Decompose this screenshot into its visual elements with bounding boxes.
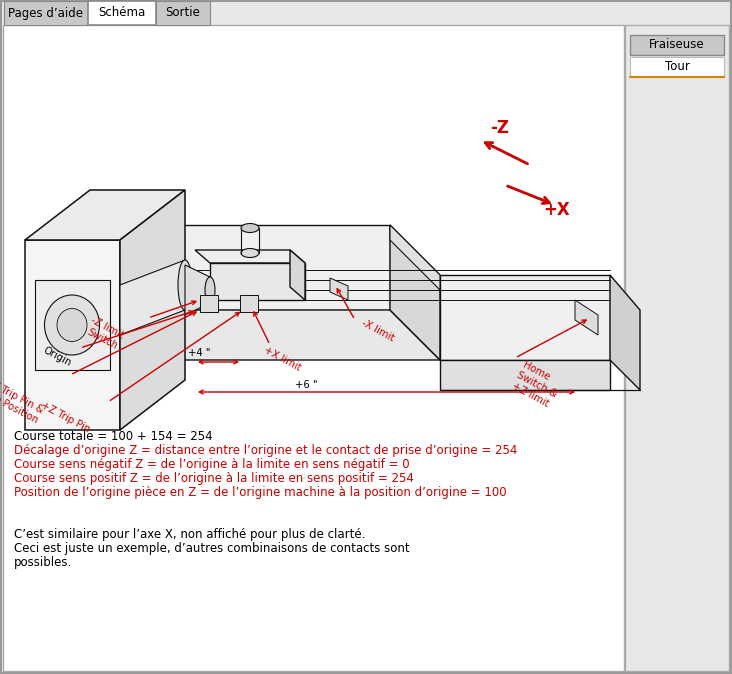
Ellipse shape bbox=[178, 260, 192, 310]
Text: Décalage d’origine Z = distance entre l’origine et le contact de prise d’origine: Décalage d’origine Z = distance entre l’… bbox=[14, 444, 518, 457]
Polygon shape bbox=[55, 225, 390, 310]
Polygon shape bbox=[625, 25, 729, 671]
Bar bbox=[156, 1, 210, 25]
Text: -Z: -Z bbox=[490, 119, 509, 137]
Polygon shape bbox=[195, 250, 305, 263]
Polygon shape bbox=[25, 190, 185, 240]
Text: +Z Trip Pin: +Z Trip Pin bbox=[40, 400, 92, 434]
Polygon shape bbox=[390, 225, 440, 290]
Ellipse shape bbox=[241, 224, 259, 233]
Polygon shape bbox=[440, 275, 610, 360]
Polygon shape bbox=[240, 295, 258, 312]
Polygon shape bbox=[210, 263, 305, 300]
Text: Course sens négatif Z = de l’origine à la limite en sens négatif = 0: Course sens négatif Z = de l’origine à l… bbox=[14, 458, 410, 471]
Polygon shape bbox=[610, 275, 640, 390]
Text: Pages d’aide: Pages d’aide bbox=[9, 7, 83, 20]
Polygon shape bbox=[55, 310, 440, 360]
Ellipse shape bbox=[205, 277, 215, 303]
Polygon shape bbox=[200, 295, 218, 312]
Polygon shape bbox=[630, 57, 724, 77]
Text: Position de l’origine pièce en Z = de l’origine machine à la position d’origine : Position de l’origine pièce en Z = de l’… bbox=[14, 486, 507, 499]
Polygon shape bbox=[35, 280, 110, 370]
Text: +X: +X bbox=[543, 201, 569, 219]
Text: Ceci est juste un exemple, d’autres combinaisons de contacts sont: Ceci est juste un exemple, d’autres comb… bbox=[14, 542, 410, 555]
Text: +6 ": +6 " bbox=[295, 380, 318, 390]
Polygon shape bbox=[390, 225, 440, 360]
Text: Home
Switch &
+Z limit: Home Switch & +Z limit bbox=[510, 360, 564, 410]
Text: -X limit: -X limit bbox=[360, 318, 396, 343]
Ellipse shape bbox=[45, 295, 100, 355]
Bar bbox=[88, 1, 156, 25]
Text: Schéma: Schéma bbox=[98, 7, 146, 20]
Ellipse shape bbox=[57, 309, 87, 342]
Polygon shape bbox=[290, 250, 305, 300]
Polygon shape bbox=[120, 260, 185, 335]
Polygon shape bbox=[185, 265, 210, 315]
Text: possibles.: possibles. bbox=[14, 556, 72, 569]
Text: Course totale = 100 + 154 = 254: Course totale = 100 + 154 = 254 bbox=[14, 430, 212, 443]
Text: +4 ": +4 " bbox=[188, 348, 211, 358]
Text: +X limit: +X limit bbox=[262, 345, 302, 373]
Polygon shape bbox=[3, 25, 624, 671]
Bar bbox=[4, 1, 88, 25]
Ellipse shape bbox=[241, 249, 259, 257]
Polygon shape bbox=[330, 278, 348, 300]
Polygon shape bbox=[25, 240, 120, 430]
Text: -Z Trip Pin &
Home Position: -Z Trip Pin & Home Position bbox=[0, 373, 45, 425]
Text: Tour: Tour bbox=[665, 61, 690, 73]
Text: Course sens positif Z = de l’origine à la limite en sens positif = 254: Course sens positif Z = de l’origine à l… bbox=[14, 472, 414, 485]
Text: Sortie: Sortie bbox=[165, 7, 201, 20]
Text: C’est similaire pour l’axe X, non affiché pour plus de clarté.: C’est similaire pour l’axe X, non affich… bbox=[14, 528, 365, 541]
Polygon shape bbox=[630, 35, 724, 55]
Text: -Z limit
Switch: -Z limit Switch bbox=[83, 315, 125, 351]
Text: Fraiseuse: Fraiseuse bbox=[649, 38, 705, 51]
Polygon shape bbox=[440, 360, 610, 390]
Polygon shape bbox=[575, 300, 598, 335]
Text: Origin: Origin bbox=[41, 345, 72, 368]
Polygon shape bbox=[120, 190, 185, 430]
